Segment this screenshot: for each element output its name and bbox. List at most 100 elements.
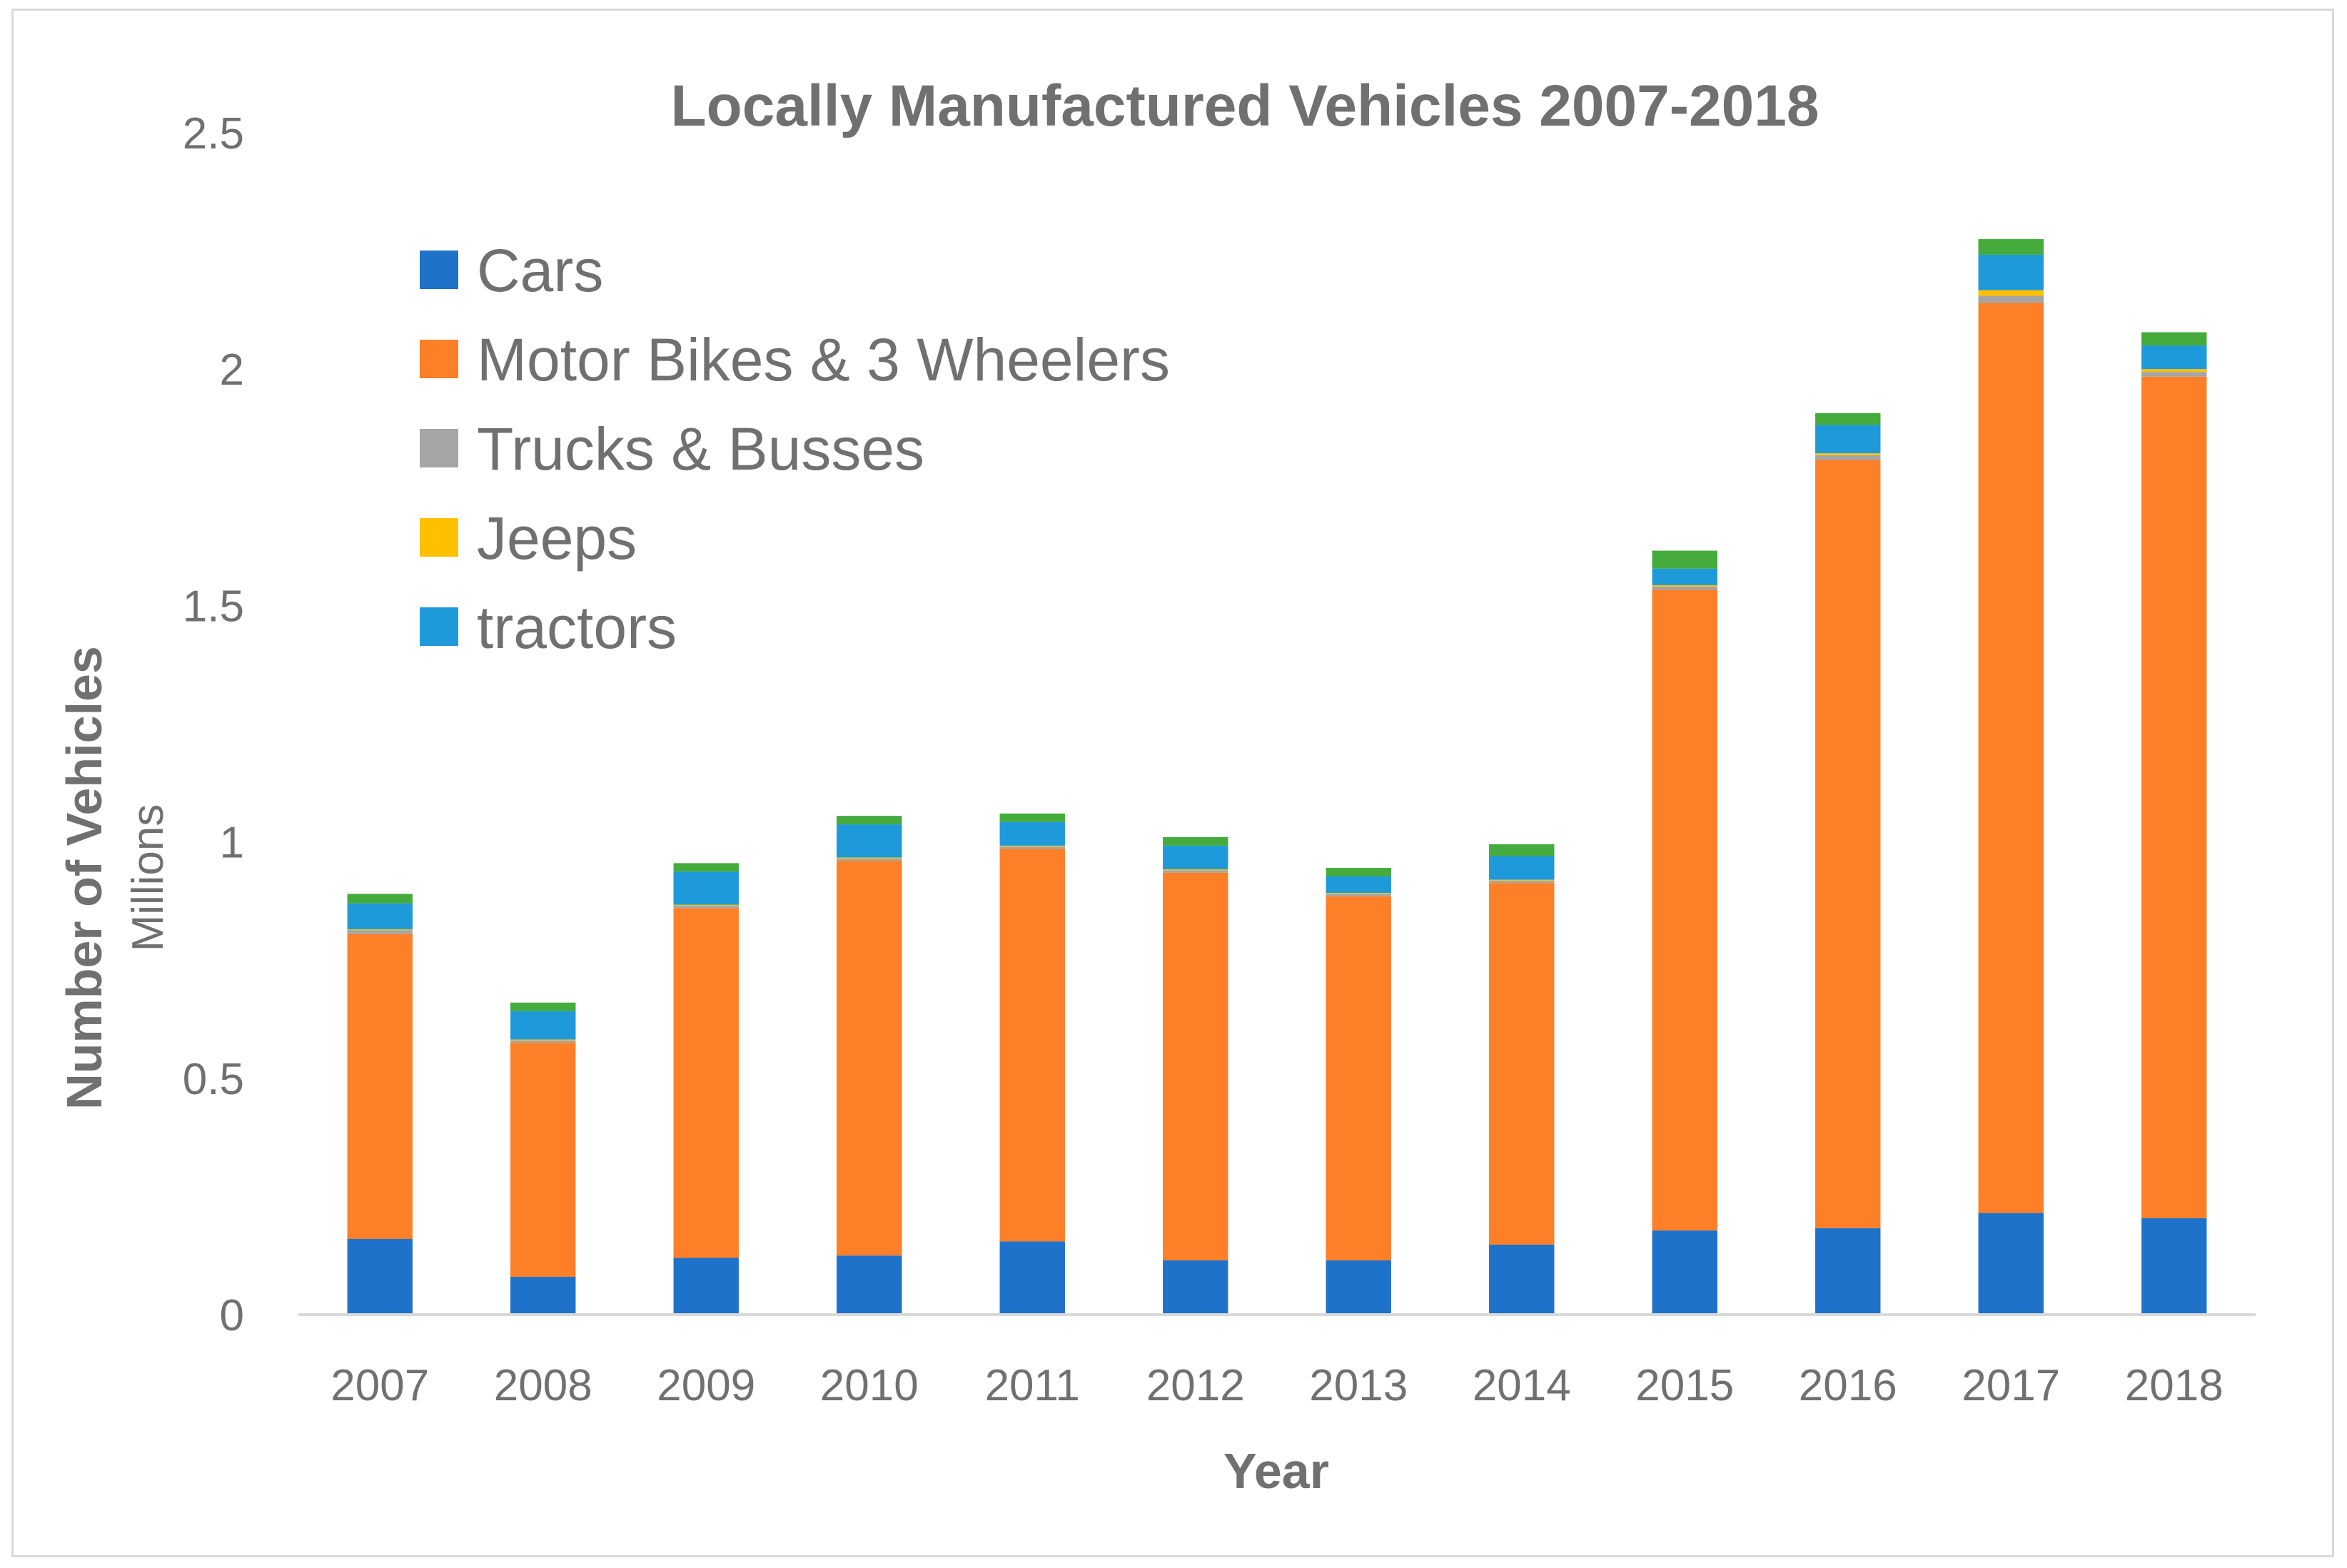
bar-tractors-2014 <box>1489 856 1555 880</box>
bars <box>347 239 2207 1315</box>
x-axis-title: Year <box>1223 1443 1329 1499</box>
bar-stack-2017 <box>1978 239 2044 1315</box>
legend-label: Motor Bikes & 3 Wheelers <box>477 326 1170 393</box>
legend-item-trucks-busses: Trucks & Busses <box>420 415 924 482</box>
bar-trucks-busses-2013 <box>1326 894 1391 896</box>
bar-other-2018 <box>2141 332 2207 346</box>
bar-cars-2010 <box>837 1255 902 1315</box>
bar-other-2009 <box>673 863 739 872</box>
bar-tractors-2013 <box>1326 876 1391 894</box>
x-tick-label: 2015 <box>1635 1361 1734 1410</box>
y-axis-ticks: 0 0.5 1 1.5 2 2.5 <box>183 109 244 1340</box>
bar-stack-2014 <box>1489 844 1555 1315</box>
bar-tractors-2018 <box>2141 345 2207 370</box>
y-tick-label: 1 <box>220 819 244 868</box>
bar-trucks-busses-2012 <box>1163 870 1228 873</box>
bar-stack-2012 <box>1163 836 1228 1315</box>
bar-stack-2010 <box>837 816 902 1315</box>
bar-trucks-busses-2011 <box>999 846 1065 849</box>
bar-stack-2013 <box>1326 868 1391 1315</box>
y-tick-label: 0 <box>220 1291 244 1340</box>
bar-jeeps-2010 <box>837 857 902 859</box>
bar-stack-2007 <box>347 894 413 1315</box>
x-tick-label: 2012 <box>1146 1361 1245 1410</box>
bar-motor-bikes-3-wheelers-2009 <box>673 908 739 1258</box>
bar-other-2011 <box>999 813 1065 822</box>
bar-cars-2007 <box>347 1239 413 1315</box>
y-tick-label: 0.5 <box>183 1055 244 1104</box>
legend-label: tractors <box>477 594 677 661</box>
bar-tractors-2016 <box>1815 425 1881 454</box>
x-tick-label: 2011 <box>985 1361 1080 1410</box>
bar-stack-2018 <box>2141 332 2207 1315</box>
bar-tractors-2009 <box>673 871 739 905</box>
bar-other-2008 <box>510 1002 576 1011</box>
bar-tractors-2008 <box>510 1011 576 1040</box>
bar-trucks-busses-2014 <box>1489 880 1555 884</box>
legend-label: Cars <box>477 237 603 304</box>
bar-cars-2015 <box>1652 1230 1717 1315</box>
bar-jeeps-2012 <box>1163 869 1228 871</box>
bar-trucks-busses-2015 <box>1652 586 1717 590</box>
bar-other-2007 <box>347 894 413 904</box>
bar-motor-bikes-3-wheelers-2018 <box>2141 376 2207 1218</box>
y-tick-label: 2 <box>220 345 244 395</box>
legend-item-tractors: tractors <box>420 594 677 661</box>
bar-cars-2018 <box>2141 1218 2207 1315</box>
x-tick-label: 2007 <box>330 1361 429 1410</box>
x-tick-label: 2010 <box>820 1361 919 1410</box>
bar-other-2016 <box>1815 413 1881 425</box>
bar-jeeps-2018 <box>2141 369 2207 373</box>
legend-swatch <box>420 429 458 467</box>
bar-stack-2009 <box>673 863 739 1315</box>
y-tick-label: 2.5 <box>183 109 244 158</box>
bar-motor-bikes-3-wheelers-2014 <box>1489 883 1555 1245</box>
bar-motor-bikes-3-wheelers-2010 <box>837 861 902 1256</box>
x-tick-label: 2016 <box>1799 1361 1897 1410</box>
bar-other-2015 <box>1652 550 1717 569</box>
bar-stack-2016 <box>1815 413 1881 1315</box>
bar-other-2012 <box>1163 836 1228 846</box>
legend-swatch <box>420 340 458 378</box>
bar-motor-bikes-3-wheelers-2013 <box>1326 896 1391 1260</box>
bar-cars-2009 <box>673 1258 739 1315</box>
bar-cars-2014 <box>1489 1244 1555 1315</box>
x-axis-ticks: 2007 2008 2009 2010 2011 2012 2013 2014 2015 2016… <box>330 1361 2223 1410</box>
bar-motor-bikes-3-wheelers-2008 <box>510 1043 576 1278</box>
bar-trucks-busses-2009 <box>673 906 739 909</box>
bar-tractors-2007 <box>347 903 413 930</box>
y-tick-label: 1.5 <box>183 582 244 631</box>
bar-jeeps-2013 <box>1326 893 1391 894</box>
bar-jeeps-2017 <box>1978 290 2044 296</box>
bar-trucks-busses-2008 <box>510 1040 576 1043</box>
bar-tractors-2010 <box>837 824 902 858</box>
bar-tractors-2015 <box>1652 568 1717 585</box>
chart-title: Locally Manufactured Vehicles 2007-2018 <box>671 74 1819 138</box>
x-tick-label: 2018 <box>2125 1361 2224 1410</box>
bar-stack-2008 <box>510 1002 576 1315</box>
legend-item-jeeps: Jeeps <box>420 505 637 572</box>
legend-swatch <box>420 518 458 557</box>
legend: Cars Motor Bikes & 3 Wheelers Trucks & Bus… <box>420 237 1170 661</box>
bar-tractors-2012 <box>1163 845 1228 870</box>
bar-cars-2017 <box>1978 1213 2044 1315</box>
bar-jeeps-2015 <box>1652 585 1717 587</box>
legend-swatch <box>420 607 458 646</box>
y-axis-units-label: Millions <box>123 804 173 952</box>
bar-stack-2015 <box>1652 550 1717 1315</box>
x-tick-label: 2014 <box>1473 1361 1571 1410</box>
bar-cars-2011 <box>999 1241 1065 1315</box>
bar-tractors-2017 <box>1978 254 2044 290</box>
bar-other-2014 <box>1489 844 1555 856</box>
bar-jeeps-2016 <box>1815 453 1881 455</box>
bar-motor-bikes-3-wheelers-2015 <box>1652 590 1717 1231</box>
bar-trucks-busses-2007 <box>347 930 413 934</box>
bar-motor-bikes-3-wheelers-2017 <box>1978 303 2044 1213</box>
legend-label: Trucks & Busses <box>477 415 924 482</box>
legend-label: Jeeps <box>477 505 637 572</box>
bar-stack-2011 <box>999 813 1065 1315</box>
bar-trucks-busses-2016 <box>1815 455 1881 460</box>
bar-jeeps-2014 <box>1489 879 1555 881</box>
bar-other-2013 <box>1326 868 1391 876</box>
